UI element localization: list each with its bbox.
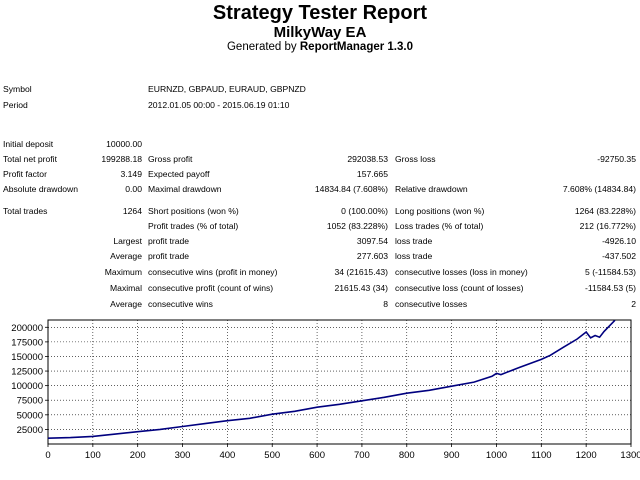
largest-label: Largest [113, 236, 142, 246]
absolute-drawdown-value: 0.00 [125, 184, 142, 194]
symbol-label: Symbol [3, 84, 32, 94]
gross-loss-label: Gross loss [395, 154, 436, 164]
gross-loss-value: -92750.35 [597, 154, 636, 164]
relative-drawdown-value: 7.608% (14834.84) [562, 184, 636, 194]
max-consec-losses-label: consecutive losses (loss in money) [395, 267, 528, 277]
max-consec-losses-value: 5 (-11584.53) [585, 267, 636, 277]
profit-trades-value: 1052 (83.228%) [326, 221, 388, 231]
largest-profit-label: profit trade [148, 236, 190, 246]
short-positions-value: 0 (100.00%) [341, 206, 388, 216]
x-tick-label: 500 [264, 450, 280, 461]
largest-loss-label: loss trade [395, 236, 433, 246]
loss-trades-value: 212 (16.772%) [579, 221, 636, 231]
avg-consec-losses-label: consecutive losses [395, 299, 468, 309]
max-consec-wins-value: 34 (21615.43) [334, 267, 388, 277]
y-tick-label: 25000 [17, 425, 43, 436]
gross-profit-value: 292038.53 [347, 154, 388, 164]
expected-payoff-value: 157.665 [356, 169, 388, 179]
x-tick-label: 200 [130, 450, 146, 461]
average-profit-label: profit trade [148, 251, 190, 261]
x-tick-label: 300 [175, 450, 191, 461]
max-consec-wins-label: consecutive wins (profit in money) [148, 267, 278, 277]
loss-trades-label: Loss trades (% of total) [395, 221, 484, 231]
generated-prefix: Generated by [226, 41, 300, 53]
x-tick-label: 800 [399, 450, 415, 461]
total-trades-label: Total trades [3, 206, 48, 216]
x-tick-label: 600 [309, 450, 325, 461]
x-tick-label: 1000 [486, 450, 507, 461]
x-tick-label: 900 [444, 450, 460, 461]
relative-drawdown-label: Relative drawdown [395, 184, 468, 194]
y-tick-label: 150000 [11, 352, 43, 363]
plot-area [47, 319, 632, 445]
absolute-drawdown-label: Absolute drawdown [3, 184, 79, 194]
maximal-consec-profit-label: consecutive profit (count of wins) [148, 283, 274, 293]
generated-tool: ReportManager 1.3.0 [299, 41, 413, 53]
x-tick-label: 100 [85, 450, 101, 461]
largest-profit-value: 3097.54 [356, 236, 388, 246]
y-tick-label: 200000 [11, 323, 43, 334]
average-loss-value: -437.502 [602, 251, 636, 261]
y-tick-label: 100000 [11, 381, 43, 392]
initial-deposit-value: 10000.00 [106, 139, 142, 149]
total-net-profit-value: 199288.18 [101, 154, 142, 164]
average2-label: Average [110, 299, 142, 309]
gross-profit-label: Gross profit [148, 154, 193, 164]
period-value: 2012.01.05 00:00 - 2015.06.19 01:10 [148, 100, 290, 110]
profit-trades-label: Profit trades (% of total) [148, 221, 239, 231]
short-positions-label: Short positions (won %) [148, 206, 239, 216]
average-label: Average [110, 251, 142, 261]
average-loss-label: loss trade [395, 251, 433, 261]
avg-consec-losses-value: 2 [631, 299, 636, 309]
x-tick-label: 1100 [531, 450, 551, 461]
x-tick-label: 1300 [620, 450, 640, 461]
avg-consec-wins-label: consecutive wins [148, 299, 213, 309]
total-trades-value: 1264 [122, 206, 142, 216]
balance-chart: 0 100 200 300 400 500 600 700 800 900 1000 1100 1200… [11, 319, 640, 461]
avg-consec-wins-value: 8 [383, 299, 388, 309]
x-tick-label: 0 [45, 450, 50, 461]
expected-payoff-label: Expected payoff [148, 169, 210, 179]
maximal-label: Maximal [110, 283, 142, 293]
initial-deposit-label: Initial deposit [3, 139, 54, 149]
maximal-consec-profit-value: 21615.43 (34) [334, 283, 388, 293]
x-tick-label: 400 [219, 450, 235, 461]
y-tick-label: 175000 [11, 337, 43, 348]
period-label: Period [3, 100, 28, 110]
maximal-consec-loss-value: -11584.53 (5) [585, 283, 636, 293]
largest-loss-value: -4926.10 [602, 236, 636, 246]
maximal-consec-loss-label: consecutive loss (count of losses) [395, 283, 524, 293]
y-tick-label: 50000 [17, 410, 43, 421]
balance-line [47, 319, 616, 439]
report-subtitle: MilkyWay EA [273, 24, 367, 41]
symbol-value: EURNZD, GBPAUD, EURAUD, GBPNZD [148, 84, 306, 94]
maximal-drawdown-label: Maximal drawdown [148, 184, 222, 194]
long-positions-value: 1264 (83.228%) [574, 206, 636, 216]
maximum-label: Maximum [104, 267, 142, 277]
generated-by: Generated by ReportManager 1.3.0 [0, 41, 640, 53]
average-profit-value: 277.603 [356, 251, 388, 261]
long-positions-label: Long positions (won %) [395, 206, 485, 216]
maximal-drawdown-value: 14834.84 (7.608%) [314, 184, 388, 194]
y-tick-label: 125000 [11, 367, 43, 378]
x-tick-label: 700 [354, 450, 370, 461]
total-net-profit-label: Total net profit [3, 154, 57, 164]
profit-factor-label: Profit factor [3, 169, 47, 179]
x-tick-label: 1200 [576, 450, 597, 461]
y-tick-label: 75000 [17, 396, 43, 407]
profit-factor-value: 3.149 [120, 169, 142, 179]
report-title: Strategy Tester Report [212, 2, 428, 24]
